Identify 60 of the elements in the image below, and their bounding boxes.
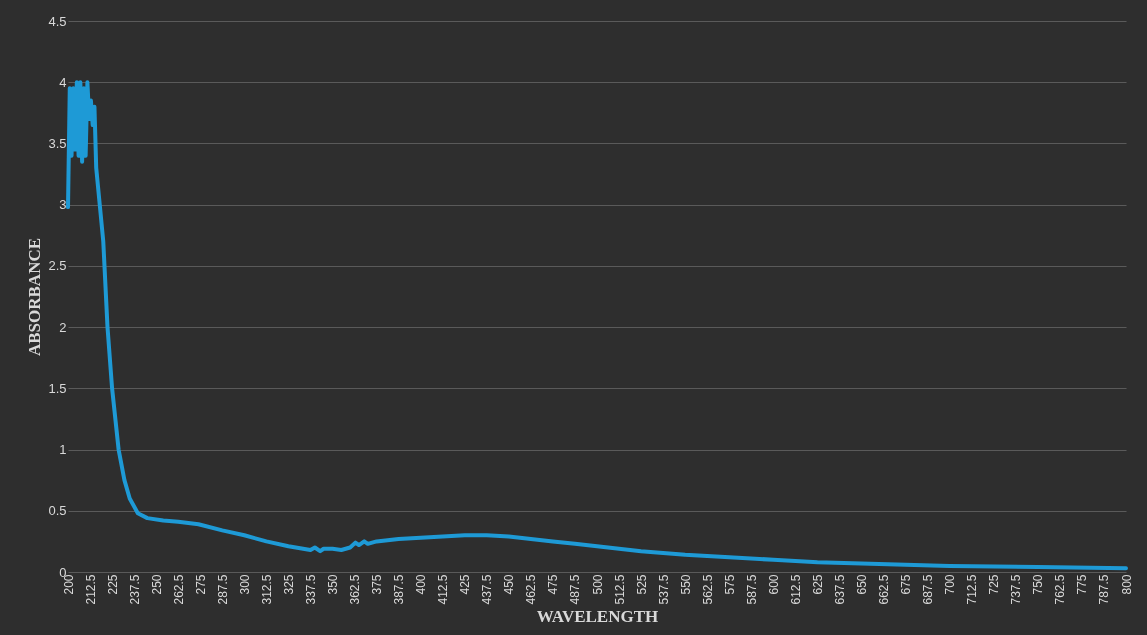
x-tick-label: 475 — [546, 574, 561, 595]
x-tick-label: 337.5 — [303, 574, 318, 605]
y-tick-label: 3 — [59, 197, 67, 213]
y-tick-label: 4 — [59, 74, 67, 90]
x-axis-title: WAVELENGTH — [536, 606, 659, 626]
x-tick-label: 700 — [943, 574, 958, 595]
x-tick-label: 662.5 — [877, 574, 892, 605]
x-tick-label: 550 — [678, 574, 693, 595]
x-tick-label: 512.5 — [612, 574, 627, 605]
x-tick-label: 362.5 — [348, 574, 363, 605]
x-tick-label: 462.5 — [524, 574, 539, 605]
x-tick-label: 712.5 — [965, 574, 980, 605]
y-tick-label: 0.5 — [48, 503, 67, 519]
y-tick-label: 2 — [59, 319, 67, 335]
x-tick-label: 312.5 — [259, 574, 274, 605]
x-tick-label: 625 — [810, 574, 825, 595]
x-tick-label: 225 — [105, 574, 120, 595]
x-tick-label: 262.5 — [171, 574, 186, 605]
y-tick-label: 1.5 — [48, 380, 67, 396]
y-tick-label: 2.5 — [48, 258, 67, 274]
x-tick-label: 762.5 — [1053, 574, 1068, 605]
x-tick-label: 562.5 — [700, 574, 715, 605]
x-tick-label: 487.5 — [568, 574, 583, 605]
x-tick-label: 737.5 — [1009, 574, 1024, 605]
x-tick-label: 525 — [634, 574, 649, 595]
x-tick-label: 600 — [766, 574, 781, 595]
x-tick-label: 750 — [1031, 574, 1046, 595]
x-tick-label: 250 — [149, 574, 164, 595]
x-tick-label: 537.5 — [656, 574, 671, 605]
x-tick-label: 687.5 — [921, 574, 936, 605]
y-axis-title: ABSORBANCE — [25, 237, 45, 357]
x-tick-label: 237.5 — [127, 574, 142, 605]
y-tick-label: 4.5 — [48, 13, 67, 29]
x-tick-label: 775 — [1075, 574, 1090, 595]
x-tick-label: 800 — [1119, 574, 1134, 595]
x-tick-label: 500 — [590, 574, 605, 595]
x-tick-label: 212.5 — [83, 574, 98, 605]
x-tick-label: 587.5 — [744, 574, 759, 605]
x-tick-label: 637.5 — [832, 574, 847, 605]
x-tick-label: 412.5 — [436, 574, 451, 605]
x-tick-label: 387.5 — [392, 574, 407, 605]
x-tick-label: 725 — [987, 574, 1002, 595]
x-tick-label: 450 — [502, 574, 517, 595]
x-tick-label: 425 — [458, 574, 473, 595]
line-series — [66, 80, 1128, 571]
x-tick-label: 575 — [722, 574, 737, 595]
y-tick-label: 1 — [59, 442, 67, 458]
x-tick-label: 325 — [281, 574, 296, 595]
x-tick-label: 787.5 — [1097, 574, 1112, 605]
x-tick-label: 300 — [237, 574, 252, 595]
x-tick-label: 400 — [414, 574, 429, 595]
x-tick-label: 375 — [370, 574, 385, 595]
x-tick-label: 650 — [855, 574, 869, 595]
x-tick-label: 275 — [193, 574, 208, 595]
y-tick-label: 3.5 — [48, 135, 67, 151]
x-tick-label: 287.5 — [215, 574, 230, 605]
x-tick-label: 612.5 — [788, 574, 803, 605]
x-tick-label: 675 — [899, 574, 914, 595]
x-tick-label: 437.5 — [480, 574, 495, 605]
x-tick-label: 350 — [326, 574, 340, 595]
